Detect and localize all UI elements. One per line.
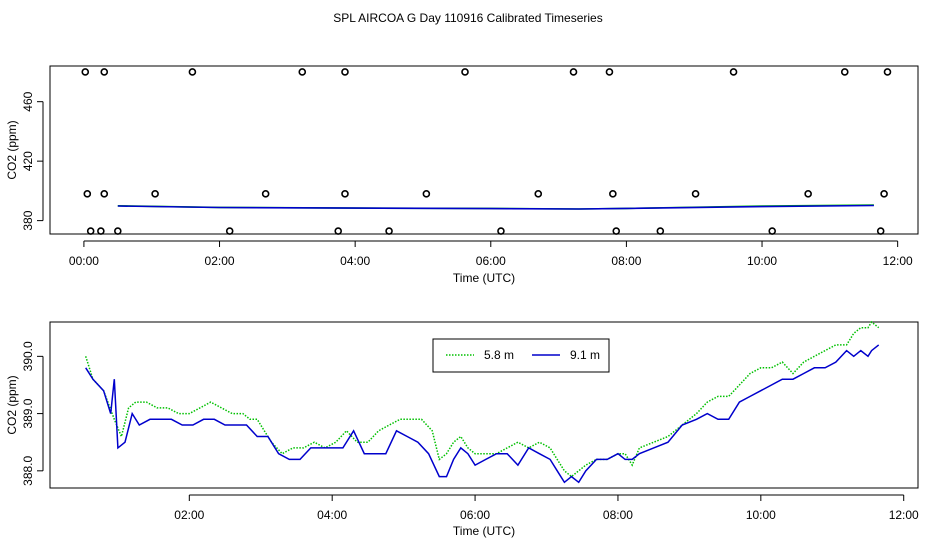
- calibration-point: [81, 68, 90, 76]
- x-tick-label: 06:00: [476, 254, 506, 268]
- x-tick-label: 00:00: [69, 254, 99, 268]
- legend-label-9-1m: 9.1 m: [570, 348, 600, 362]
- calibration-point: [100, 190, 109, 198]
- calibration-point: [114, 227, 122, 235]
- x-tick-label: 08:00: [611, 254, 641, 268]
- bottom-x-axis-title: Time (UTC): [453, 524, 515, 538]
- y-tick-label: 420: [21, 151, 35, 171]
- top-series-line-9-1m: [117, 204, 874, 210]
- calibration-point: [804, 190, 812, 198]
- x-tick-label: 12:00: [883, 254, 913, 268]
- calibration-point: [385, 227, 393, 235]
- x-tick-label: 02:00: [205, 254, 235, 268]
- bottom-y-axis-title: CO2 (ppm): [5, 375, 19, 434]
- calibration-point: [83, 190, 92, 198]
- calibration-point: [691, 190, 700, 198]
- x-tick-label: 10:00: [746, 508, 776, 522]
- calibration-point: [497, 227, 505, 235]
- calibration-point: [341, 190, 349, 198]
- calibration-point: [656, 227, 665, 235]
- calibration-point: [534, 190, 543, 198]
- x-tick-label: 04:00: [340, 254, 370, 268]
- series-line-9-1m: [85, 344, 880, 484]
- legend-label-5-8m: 5.8 m: [484, 348, 514, 362]
- calibration-point: [298, 68, 307, 76]
- calibration-point: [151, 190, 159, 198]
- y-tick-label: 460: [21, 91, 35, 111]
- top-x-axis-title: Time (UTC): [453, 271, 515, 285]
- legend: 5.8 m 9.1 m: [432, 338, 610, 373]
- bottom-panel: Time (UTC) CO2 (ppm) 5.8 m 9.1 m 02:00 04…: [5, 320, 919, 538]
- x-tick-label: 08:00: [603, 508, 633, 522]
- calibration-point: [422, 190, 431, 198]
- y-tick-label: 388.0: [21, 455, 35, 485]
- calibration-point: [883, 68, 892, 76]
- calibration-point: [729, 68, 738, 76]
- x-tick-label: 10:00: [747, 254, 777, 268]
- chart-title: SPL AIRCOA G Day 110916 Calibrated Times…: [333, 11, 602, 25]
- calibration-point: [225, 227, 234, 235]
- calibration-point: [261, 190, 270, 198]
- calibration-point: [100, 68, 109, 76]
- calibration-point: [569, 68, 578, 76]
- y-tick-label: 390.0: [21, 341, 35, 371]
- calibration-point: [876, 227, 885, 235]
- top-panel: Time (UTC) CO2 (ppm) 00:00 02:00 04:00 06:0…: [5, 65, 919, 285]
- series-line-5-8m: [84, 320, 880, 478]
- y-tick-label: 389.0: [21, 398, 35, 428]
- calibration-point: [341, 68, 349, 76]
- y-tick-label: 380: [21, 210, 35, 230]
- calibration-point: [768, 227, 777, 235]
- x-tick-label: 02:00: [174, 508, 204, 522]
- top-y-axis-title: CO2 (ppm): [5, 120, 19, 179]
- x-tick-label: 06:00: [460, 508, 490, 522]
- calibration-point: [461, 68, 469, 76]
- calibration-point: [334, 227, 343, 235]
- calibration-point: [188, 68, 197, 76]
- calibration-point: [605, 68, 614, 76]
- x-tick-label: 12:00: [889, 508, 919, 522]
- calibration-point: [609, 190, 617, 198]
- calibration-point: [86, 227, 95, 235]
- bottom-plot-frame: [49, 321, 919, 489]
- calibration-point: [612, 227, 621, 235]
- top-plot-frame: [49, 65, 919, 235]
- calibration-point: [840, 68, 849, 76]
- calibration-point: [880, 190, 888, 198]
- calibration-point: [97, 227, 105, 235]
- x-tick-label: 04:00: [317, 508, 347, 522]
